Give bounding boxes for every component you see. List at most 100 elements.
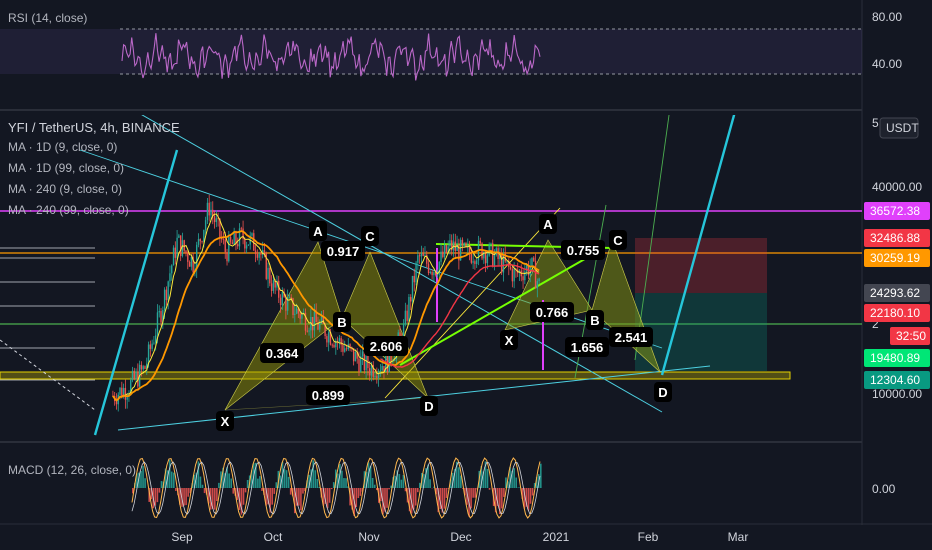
candle-body: [140, 364, 143, 370]
macd-bar: [302, 488, 304, 494]
macd-bar: [265, 488, 267, 506]
candle-body: [399, 332, 401, 337]
candle-body: [486, 255, 489, 264]
macd-bar: [222, 467, 224, 488]
candle-body: [474, 261, 476, 264]
candle-body: [361, 351, 364, 357]
price-tag-label: 32:50: [896, 329, 926, 343]
pattern-ratio-label: 0.899: [312, 388, 345, 403]
macd-bar: [466, 488, 468, 505]
candle-body: [340, 338, 342, 345]
candle-body: [147, 344, 150, 364]
pattern-point-bg: [500, 330, 518, 350]
time-tick-label: 2021: [543, 530, 570, 544]
macd-bar: [480, 466, 483, 488]
macd-bar: [132, 488, 134, 494]
candle-body: [411, 275, 414, 302]
macd-bar: [293, 488, 296, 514]
candle-body: [288, 297, 291, 299]
candle-body: [410, 297, 412, 302]
candle-body: [192, 257, 194, 273]
macd-bar: [439, 488, 442, 510]
candle-body: [370, 365, 373, 376]
candle-body: [468, 245, 471, 254]
candle-body: [356, 351, 358, 359]
candle-body: [467, 245, 469, 247]
rsi-tick-40: 40.00: [872, 57, 902, 71]
candle-body: [278, 280, 280, 298]
macd-bar: [464, 488, 466, 496]
candle-body: [130, 380, 132, 394]
candle-body: [484, 251, 487, 264]
pattern-ratio-label: 0.364: [266, 346, 299, 361]
macd-bar: [228, 473, 230, 488]
time-axis[interactable]: Sep Oct Nov Dec 2021 Feb Mar: [171, 530, 748, 544]
indicator-ma-3[interactable]: MA · 240 (9, close, 0): [8, 182, 122, 196]
candle-body: [121, 387, 123, 398]
price-partial-label: 2: [872, 317, 879, 331]
main-pane[interactable]: [0, 108, 862, 436]
macd-bar: [343, 478, 345, 488]
macd-bar: [455, 461, 458, 488]
yellow-trend: [384, 207, 561, 399]
indicator-ma-2[interactable]: MA · 1D (99, close, 0): [8, 161, 124, 175]
macd-bar: [322, 488, 325, 506]
price-tag-label: 12304.60: [870, 373, 920, 387]
macd-bar: [419, 482, 421, 488]
pattern-point-bg: [420, 396, 438, 416]
candle-body: [260, 253, 262, 255]
candle-body: [122, 387, 125, 398]
currency-badge[interactable]: [879, 117, 919, 139]
macd-bar: [164, 468, 167, 488]
candle-body: [254, 250, 257, 255]
macd-bar: [226, 467, 228, 488]
macd-bar: [505, 477, 507, 488]
candle-body: [470, 253, 473, 263]
macd-pane[interactable]: [131, 457, 542, 519]
candle-body: [522, 276, 524, 281]
pattern-ratio-label: 0.766: [536, 305, 569, 320]
macd-bar: [287, 476, 290, 488]
macd-bar: [261, 488, 263, 491]
macd-bar: [324, 488, 327, 504]
time-tick-label: Feb: [638, 530, 659, 544]
candle-body: [281, 291, 283, 306]
candle-body: [333, 344, 335, 348]
candle-body: [126, 396, 128, 400]
ma-fast-line: [112, 213, 540, 402]
candle-body: [285, 297, 287, 311]
candle-body: [431, 271, 433, 276]
price-tag-label: 24293.62: [870, 286, 920, 300]
candle-body: [358, 358, 360, 373]
candle-body: [422, 253, 424, 256]
price-tag-bg: [864, 349, 930, 367]
macd-bar: [449, 479, 452, 488]
candle-body: [222, 239, 225, 240]
candle-body: [146, 363, 148, 369]
macd-bar: [259, 476, 261, 488]
rsi-pane[interactable]: [0, 28, 862, 81]
price-tag-label: 36572.38: [870, 204, 920, 218]
macd-bar: [503, 488, 505, 497]
macd-bar: [527, 488, 530, 511]
macd-bar: [244, 488, 247, 493]
macd-bar: [170, 471, 173, 488]
candle-body: [326, 336, 328, 343]
ma-red-line: [380, 263, 540, 368]
macd-bar: [150, 488, 153, 500]
indicator-ma-4[interactable]: MA · 240 (99, close, 0): [8, 203, 129, 217]
macd-bar: [220, 471, 222, 488]
candle-body: [286, 297, 289, 311]
time-tick-label: Nov: [358, 530, 379, 544]
macd-bar: [453, 469, 456, 488]
candle-body: [456, 244, 458, 251]
indicator-ma-1[interactable]: MA · 1D (9, close, 0): [8, 140, 117, 154]
candle-body: [115, 401, 118, 405]
candle-body: [199, 238, 201, 242]
pattern-ratio-bg: [260, 343, 304, 363]
macd-bar: [404, 488, 407, 492]
currency-label[interactable]: USDT: [886, 121, 919, 135]
candle-body: [308, 330, 310, 332]
price-tag-bg: [864, 284, 930, 302]
